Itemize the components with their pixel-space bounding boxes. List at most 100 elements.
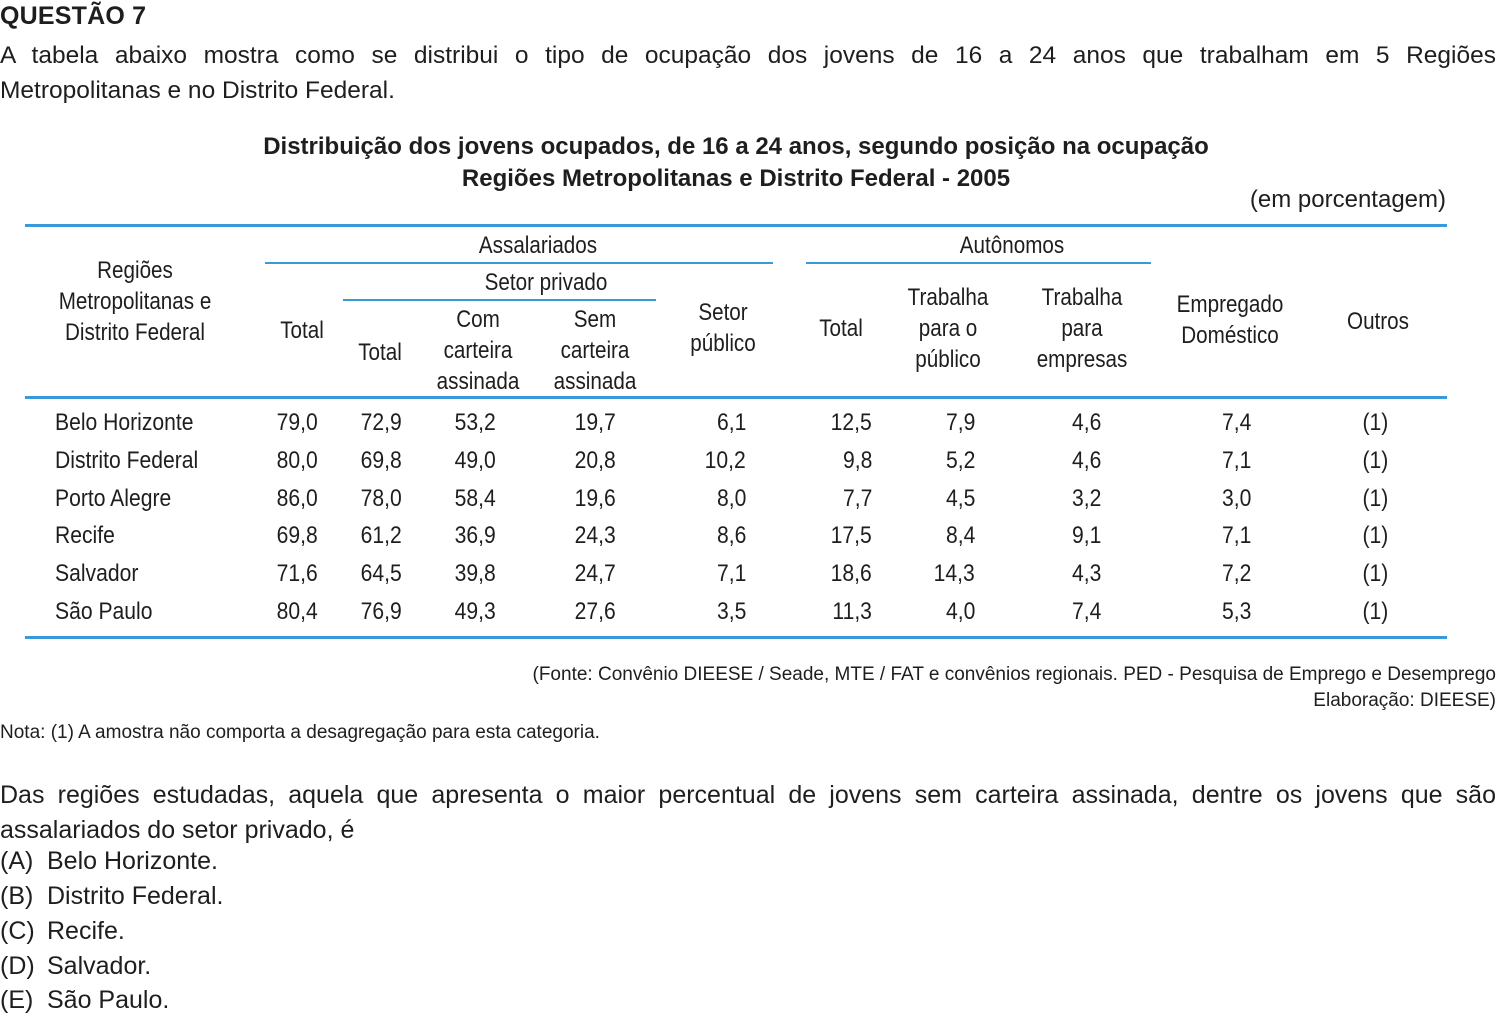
value-cell: 80,4 (276, 598, 318, 625)
value-cell: 18,6 (830, 560, 872, 587)
value-cell: 80,0 (276, 447, 318, 474)
value-cell: 69,8 (276, 522, 318, 549)
table-header-rule (25, 396, 1447, 399)
question-title: QUESTÃO 7 (0, 2, 147, 30)
table-title-line-1: Distribuição dos jovens ocupados, de 16 … (263, 133, 1209, 160)
value-cell: 9,8 (842, 447, 872, 474)
region-cell: Porto Alegre (55, 485, 172, 512)
setor-privado-rule (343, 299, 656, 301)
value-cell: 79,0 (276, 409, 318, 436)
region-cell: Distrito Federal (55, 447, 199, 474)
option-c[interactable]: (C) Recife. (0, 917, 125, 946)
option-letter: (B) (0, 882, 34, 910)
header-autonomos-total: Total (819, 315, 863, 342)
header-autonomos: Autônomos (959, 232, 1065, 259)
option-b[interactable]: (B) Distrito Federal. (0, 882, 223, 911)
table-top-rule (25, 224, 1447, 227)
value-cell: 72,9 (360, 409, 402, 436)
option-text: Salvador. (47, 952, 152, 980)
value-cell: 39,8 (454, 560, 496, 587)
value-cell: 24,3 (574, 522, 616, 549)
value-cell: 5,2 (945, 447, 975, 474)
header-outros: Outros (1347, 308, 1409, 335)
value-cell: 19,7 (574, 409, 616, 436)
option-letter: (C) (0, 917, 35, 945)
autonomos-rule (806, 262, 1151, 264)
value-cell: 12,5 (830, 409, 872, 436)
value-cell: 49,0 (454, 447, 496, 474)
value-cell: (1) (1362, 598, 1388, 625)
value-cell: 6,1 (716, 409, 746, 436)
region-cell: São Paulo (55, 598, 153, 625)
option-d[interactable]: (D) Salvador. (0, 952, 151, 981)
table-unit: (em porcentagem) (1249, 186, 1446, 213)
header-empregado-domestico: Empregado Doméstico (1176, 291, 1284, 349)
header-trabalha-publico: Trabalha para o público (907, 284, 989, 373)
value-cell: 7,1 (716, 560, 746, 587)
value-cell: 7,1 (1221, 522, 1251, 549)
stem-line-1: Das regiões estudadas, aquela que aprese… (0, 781, 1496, 809)
value-cell: 7,4 (1221, 409, 1251, 436)
header-assalariados: Assalariados (478, 232, 598, 259)
value-cell: 19,6 (574, 485, 616, 512)
value-cell: 27,6 (574, 598, 616, 625)
value-cell: 8,0 (716, 485, 746, 512)
value-cell: 4,6 (1071, 409, 1101, 436)
table-bottom-rule (25, 636, 1447, 639)
value-cell: 76,9 (360, 598, 402, 625)
value-cell: 8,4 (945, 522, 975, 549)
value-cell: 86,0 (276, 485, 318, 512)
option-letter: (A) (0, 847, 34, 875)
value-cell: 3,2 (1071, 485, 1101, 512)
header-setor-publico: Setor público (690, 299, 756, 357)
region-cell: Belo Horizonte (55, 409, 194, 436)
value-cell: 7,1 (1221, 447, 1251, 474)
value-cell: 64,5 (360, 560, 402, 587)
stem-line-2: assalariados do setor privado, é (0, 816, 355, 844)
option-text: São Paulo. (47, 986, 170, 1014)
value-cell: 7,7 (842, 485, 872, 512)
value-cell: 9,1 (1071, 522, 1101, 549)
value-cell: 7,2 (1221, 560, 1251, 587)
value-cell: 11,3 (832, 598, 872, 625)
value-cell: 17,5 (830, 522, 872, 549)
question-intro: A tabela abaixo mostra como se distribui… (0, 38, 1496, 108)
table-source-line-2: Elaboração: DIEESE) (1313, 690, 1496, 711)
value-cell: 8,6 (716, 522, 746, 549)
value-cell: 3,5 (716, 598, 746, 625)
option-a[interactable]: (A) Belo Horizonte. (0, 847, 218, 876)
region-cell: Salvador (55, 560, 139, 587)
option-text: Distrito Federal. (47, 882, 224, 910)
intro-line-2: Metropolitanas e no Distrito Federal. (0, 77, 395, 104)
option-letter: (D) (0, 952, 35, 980)
value-cell: 49,3 (454, 598, 496, 625)
value-cell: 4,5 (945, 485, 975, 512)
value-cell: (1) (1362, 522, 1388, 549)
value-cell: (1) (1362, 447, 1388, 474)
table-source-line-1: (Fonte: Convênio DIEESE / Seade, MTE / F… (532, 664, 1496, 685)
header-privado-total: Total (358, 339, 402, 366)
header-sem-carteira: Sem carteira assinada (553, 306, 637, 395)
value-cell: 78,0 (360, 485, 402, 512)
value-cell: 58,4 (454, 485, 496, 512)
value-cell: 4,6 (1071, 447, 1101, 474)
header-region: Regiões Metropolitanas e Distrito Federa… (58, 257, 212, 346)
option-letter: (E) (0, 986, 34, 1014)
value-cell: 69,8 (360, 447, 402, 474)
option-e[interactable]: (E) São Paulo. (0, 986, 169, 1015)
value-cell: (1) (1362, 409, 1388, 436)
option-text: Belo Horizonte. (47, 847, 218, 875)
header-trabalha-empresas: Trabalha para empresas (1036, 284, 1128, 373)
value-cell: 14,3 (933, 560, 975, 587)
value-cell: 24,7 (574, 560, 616, 587)
region-cell: Recife (55, 522, 115, 549)
value-cell: 3,0 (1221, 485, 1251, 512)
question-stem: Das regiões estudadas, aquela que aprese… (0, 778, 1496, 848)
header-com-carteira: Com carteira assinada (436, 306, 520, 395)
value-cell: 4,3 (1071, 560, 1101, 587)
intro-line-1: A tabela abaixo mostra como se distribui… (0, 42, 1496, 69)
value-cell: 7,9 (945, 409, 975, 436)
table-note: Nota: (1) A amostra não comporta a desag… (0, 722, 600, 743)
header-setor-privado: Setor privado (484, 269, 608, 296)
option-text: Recife. (47, 917, 125, 945)
